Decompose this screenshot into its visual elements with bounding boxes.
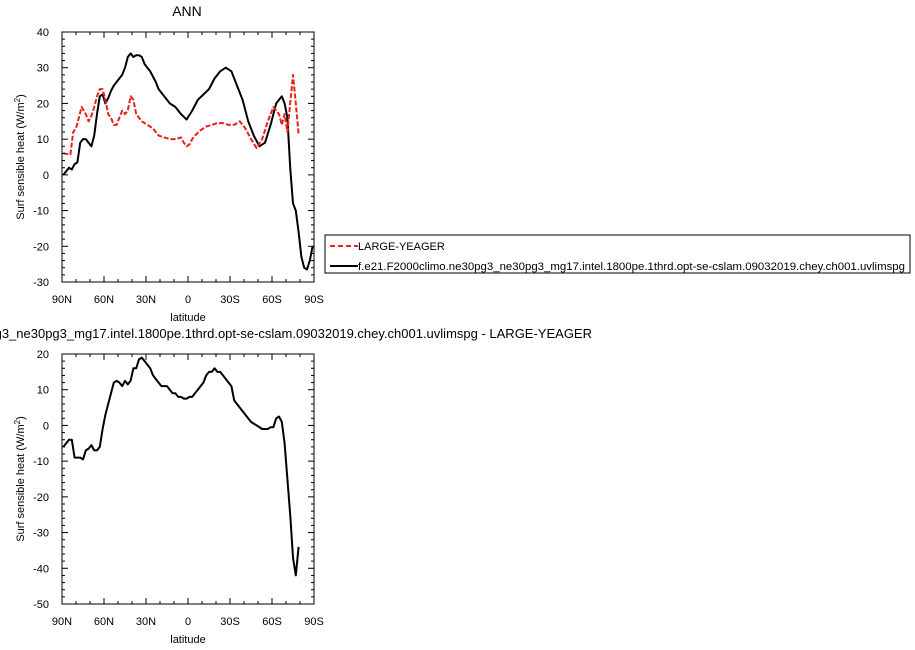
top-x-tick-label: 60S [262, 294, 282, 306]
top-y-tick-label: 40 [37, 27, 49, 39]
bottom-x-axis-label: latitude [170, 634, 205, 646]
bottom-panel: f.e21.F2000climo.ne30pg3_ne30pg3_mg17.in… [0, 326, 592, 646]
top-y-axis-label-main: Surf sensible heat (W/m [15, 102, 27, 219]
top-x-tick-label: 0 [185, 294, 191, 306]
top-plot-frame [61, 31, 315, 283]
bottom-y-tick-label: -20 [33, 492, 49, 504]
bottom-y-axis-label-main: Surf sensible heat (W/m [15, 424, 27, 541]
bottom-y-tick-label: -50 [33, 599, 49, 611]
bottom-plot-frame [61, 353, 315, 605]
bottom-x-tick-label: 90N [52, 616, 72, 628]
bottom-y-tick-label: 0 [43, 420, 49, 432]
bottom-chart-title: f.e21.F2000climo.ne30pg3_ne30pg3_mg17.in… [0, 326, 592, 341]
top-y-axis-label-superscript: 2 [13, 97, 22, 102]
top-chart-title: ANN [172, 3, 202, 19]
top-series-line-1 [62, 52, 314, 271]
bottom-x-tick-label: 60N [94, 616, 114, 628]
bottom-y-tick-label: -10 [33, 456, 49, 468]
bottom-y-tick-label: 20 [37, 349, 49, 361]
top-panel: ANN 90N 60N 30N 0 30S 60S 90S -30 -20 -10 0 10 20 30 4… [13, 3, 324, 324]
top-y-tick-label: 30 [37, 63, 49, 75]
top-x-tick-label: 60N [94, 294, 114, 306]
bottom-y-tick-label: -40 [33, 563, 49, 575]
top-series-line-0 [63, 73, 300, 156]
top-x-tick-label: 90S [304, 294, 324, 306]
top-y-tick-label: -30 [33, 277, 49, 289]
legend-label-large-yeager: LARGE-YEAGER [358, 241, 445, 253]
top-y-tick-label: -10 [33, 206, 49, 218]
top-y-axis-label-close: ) [15, 94, 27, 98]
legend-label-model: f.e21.F2000climo.ne30pg3_ne30pg3_mg17.in… [358, 261, 905, 273]
top-y-tick-label: -20 [33, 241, 49, 253]
bottom-y-tick-label: 10 [37, 385, 49, 397]
bottom-x-tick-label: 60S [262, 616, 282, 628]
top-y-tick-label: 10 [37, 134, 49, 146]
top-y-tick-label: 20 [37, 98, 49, 110]
bottom-x-tick-label: 30N [136, 616, 156, 628]
top-x-tick-label: 30N [136, 294, 156, 306]
top-x-axis-label: latitude [170, 312, 205, 324]
bottom-y-tick-label: -30 [33, 528, 49, 540]
bottom-y-axis-label-superscript: 2 [13, 419, 22, 424]
bottom-y-axis-label: Surf sensible heat (W/m2) [13, 416, 27, 542]
bottom-x-tick-label: 0 [185, 616, 191, 628]
top-x-tick-label: 30S [220, 294, 240, 306]
bottom-y-axis-label-close: ) [15, 416, 27, 420]
top-y-axis-label: Surf sensible heat (W/m2) [13, 94, 27, 220]
legend-box [324, 234, 911, 274]
bottom-x-tick-label: 30S [220, 616, 240, 628]
legend: LARGE-YEAGER f.e21.F2000climo.ne30pg3_ne… [324, 234, 911, 274]
top-y-tick-label: 0 [43, 170, 49, 182]
bottom-series-line-0 [62, 356, 300, 577]
bottom-x-tick-label: 90S [304, 616, 324, 628]
top-x-tick-label: 90N [52, 294, 72, 306]
